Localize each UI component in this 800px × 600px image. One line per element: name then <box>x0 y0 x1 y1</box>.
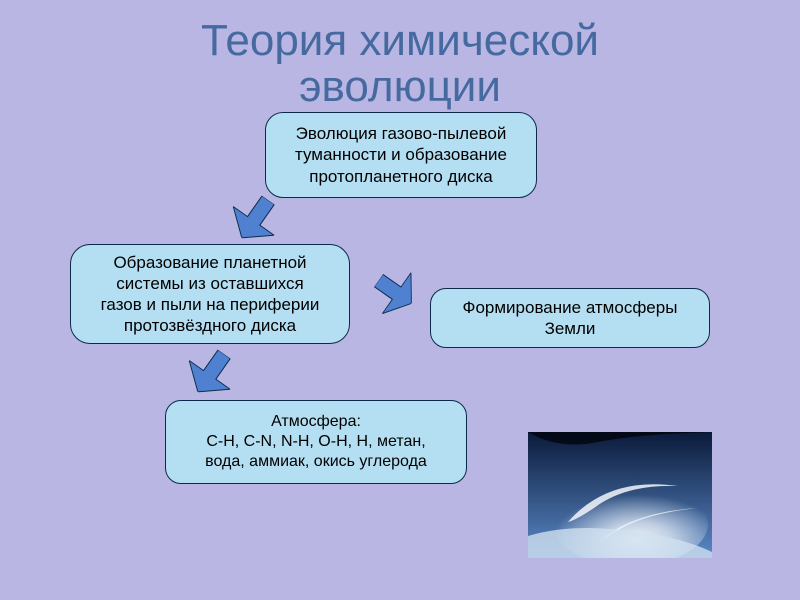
node-text: Эволюция газово-пылевой туманности и обр… <box>295 123 507 187</box>
arrow-3 <box>177 340 244 406</box>
earth-from-space-image <box>528 432 712 558</box>
node-nebula-evolution: Эволюция газово-пылевой туманности и обр… <box>265 112 537 198</box>
slide: Теория химической эволюции Эволюция газо… <box>0 0 800 600</box>
page-title: Теория химической эволюции <box>0 18 800 110</box>
arrow-2 <box>364 260 425 324</box>
title-text: Теория химической эволюции <box>201 16 599 111</box>
node-text: Атмосфера: C-H, C-N, N-H, O-H, H, метан,… <box>205 412 427 472</box>
node-planetary-system: Образование планетной системы из оставши… <box>70 244 350 344</box>
node-atmosphere-composition: Атмосфера: C-H, C-N, N-H, O-H, H, метан,… <box>165 400 467 484</box>
node-text: Образование планетной системы из оставши… <box>101 252 320 337</box>
node-atmosphere-formation: Формирование атмосферы Земли <box>430 288 710 348</box>
node-text: Формирование атмосферы Земли <box>463 297 678 340</box>
